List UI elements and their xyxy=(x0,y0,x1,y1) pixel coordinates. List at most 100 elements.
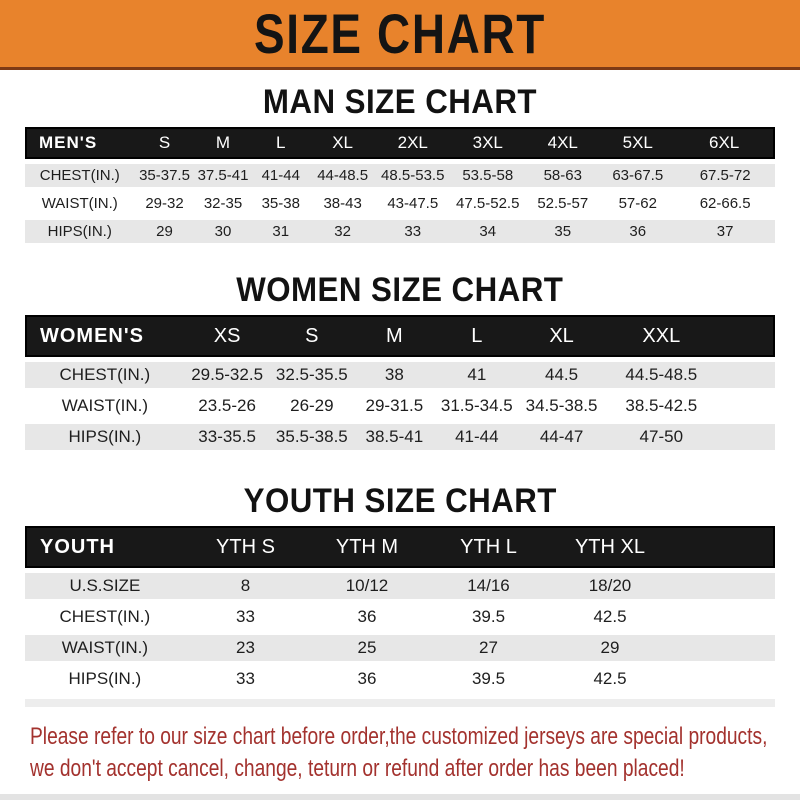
value-cell: 58-63 xyxy=(525,164,601,187)
men-waist-row: WAIST(IN.) 29-32 32-35 35-38 38-43 43-47… xyxy=(25,192,775,215)
value-cell: 33 xyxy=(184,604,307,630)
size-header-cell: 5XL xyxy=(600,127,676,159)
value-cell: 41-44 xyxy=(251,164,310,187)
row-label-cell: HIPS(IN.) xyxy=(25,666,185,692)
value-cell: 37.5-41 xyxy=(194,164,252,187)
value-cell: 41-44 xyxy=(434,424,520,450)
size-header-cell: XS xyxy=(184,315,270,357)
size-header-cell: YTH XL xyxy=(549,526,671,568)
footer-note: Please refer to our size chart before or… xyxy=(30,721,800,785)
value-cell: 29.5-32.5 xyxy=(184,362,270,388)
value-cell: 29 xyxy=(134,220,195,243)
banner-title: SIZE CHART xyxy=(254,1,546,65)
size-header-cell: 6XL xyxy=(675,127,775,159)
spacer-cell xyxy=(670,635,775,661)
size-header-cell: L xyxy=(251,127,310,159)
value-cell: 38-43 xyxy=(310,192,376,215)
women-table-header-row: WOMEN'S XS S M L XL XXL xyxy=(25,315,775,357)
youth-ussize-row: U.S.SIZE 8 10/12 14/16 18/20 xyxy=(25,573,775,599)
man-section-heading: MAN SIZE CHART xyxy=(0,84,800,120)
value-cell: 67.5-72 xyxy=(675,164,775,187)
size-header-cell: 2XL xyxy=(375,127,451,159)
value-cell: 27 xyxy=(427,635,550,661)
youth-hips-row: HIPS(IN.) 33 36 39.5 42.5 xyxy=(25,666,775,692)
size-header-cell: M xyxy=(354,315,435,357)
spacer-cell xyxy=(670,573,775,599)
value-cell: 44.5 xyxy=(519,362,604,388)
women-section-heading: WOMEN SIZE CHART xyxy=(0,272,800,308)
value-cell: 35.5-38.5 xyxy=(269,424,355,450)
value-cell: 37 xyxy=(675,220,775,243)
value-cell: 31 xyxy=(251,220,310,243)
value-cell: 36 xyxy=(306,604,428,630)
value-cell: 29-31.5 xyxy=(354,393,435,419)
value-cell: 14/16 xyxy=(427,573,550,599)
row-label-cell: U.S.SIZE xyxy=(25,573,185,599)
women-size-table: WOMEN'S XS S M L XL XXL CHEST(IN.) 29.5-… xyxy=(25,310,775,455)
value-cell: 62-66.5 xyxy=(675,192,775,215)
value-cell: 39.5 xyxy=(427,666,550,692)
value-cell: 26-29 xyxy=(269,393,355,419)
men-chest-row: CHEST(IN.) 35-37.5 37.5-41 41-44 44-48.5… xyxy=(25,164,775,187)
size-header-cell: XL xyxy=(310,127,376,159)
value-cell: 25 xyxy=(306,635,428,661)
spacer-cell xyxy=(670,526,775,568)
size-header-cell: YTH L xyxy=(427,526,550,568)
value-cell: 44-48.5 xyxy=(310,164,376,187)
value-cell: 36 xyxy=(600,220,676,243)
value-cell: 32.5-35.5 xyxy=(269,362,355,388)
value-cell: 23 xyxy=(184,635,307,661)
size-header-cell: L xyxy=(434,315,520,357)
women-hips-row: HIPS(IN.) 33-35.5 35.5-38.5 38.5-41 41-4… xyxy=(25,424,775,450)
men-table-header-row: MEN'S S M L XL 2XL 3XL 4XL 5XL 6XL xyxy=(25,127,775,159)
value-cell: 18/20 xyxy=(549,573,671,599)
women-waist-row: WAIST(IN.) 23.5-26 26-29 29-31.5 31.5-34… xyxy=(25,393,775,419)
value-cell: 31.5-34.5 xyxy=(434,393,520,419)
value-cell: 30 xyxy=(194,220,252,243)
youth-size-table: YOUTH YTH S YTH M YTH L YTH XL U.S.SIZE … xyxy=(25,521,775,697)
row-label-cell: CHEST(IN.) xyxy=(25,362,185,388)
spacer-cell xyxy=(670,666,775,692)
page-bottom-divider xyxy=(0,794,800,800)
row-label-cell: CHEST(IN.) xyxy=(25,164,135,187)
size-chart-banner: SIZE CHART xyxy=(0,0,800,70)
spacer-cell xyxy=(718,315,775,357)
value-cell: 41 xyxy=(434,362,520,388)
value-cell: 44-47 xyxy=(519,424,604,450)
size-header-cell: 3XL xyxy=(450,127,526,159)
footer-line-1: Please refer to our size chart before or… xyxy=(30,723,768,750)
value-cell: 52.5-57 xyxy=(525,192,601,215)
value-cell: 29 xyxy=(549,635,671,661)
value-cell: 63-67.5 xyxy=(600,164,676,187)
youth-section-heading-text: YOUTH SIZE CHART xyxy=(243,482,557,520)
size-header-cell: XXL xyxy=(603,315,719,357)
value-cell: 32-35 xyxy=(194,192,252,215)
value-cell: 23.5-26 xyxy=(184,393,270,419)
row-label-cell: WAIST(IN.) xyxy=(25,192,135,215)
value-cell: 33-35.5 xyxy=(184,424,270,450)
value-cell: 32 xyxy=(310,220,376,243)
size-header-cell: YTH M xyxy=(306,526,428,568)
man-section-heading-text: MAN SIZE CHART xyxy=(262,83,538,121)
youth-table-header-row: YOUTH YTH S YTH M YTH L YTH XL xyxy=(25,526,775,568)
spacer-cell xyxy=(718,362,775,388)
value-cell: 35 xyxy=(525,220,601,243)
value-cell: 53.5-58 xyxy=(450,164,526,187)
size-header-cell: S xyxy=(134,127,195,159)
size-header-cell: XL xyxy=(519,315,604,357)
value-cell: 38.5-41 xyxy=(354,424,435,450)
value-cell: 35-37.5 xyxy=(134,164,195,187)
men-hips-row: HIPS(IN.) 29 30 31 32 33 34 35 36 37 xyxy=(25,220,775,243)
value-cell: 34.5-38.5 xyxy=(519,393,604,419)
value-cell: 44.5-48.5 xyxy=(603,362,719,388)
value-cell: 10/12 xyxy=(306,573,428,599)
value-cell: 33 xyxy=(184,666,307,692)
value-cell: 38.5-42.5 xyxy=(603,393,719,419)
women-chest-row: CHEST(IN.) 29.5-32.5 32.5-35.5 38 41 44.… xyxy=(25,362,775,388)
row-label-cell: HIPS(IN.) xyxy=(25,424,185,450)
value-cell: 34 xyxy=(450,220,526,243)
youth-group-label-cell: YOUTH xyxy=(25,526,185,568)
value-cell: 48.5-53.5 xyxy=(375,164,451,187)
value-cell: 47.5-52.5 xyxy=(450,192,526,215)
